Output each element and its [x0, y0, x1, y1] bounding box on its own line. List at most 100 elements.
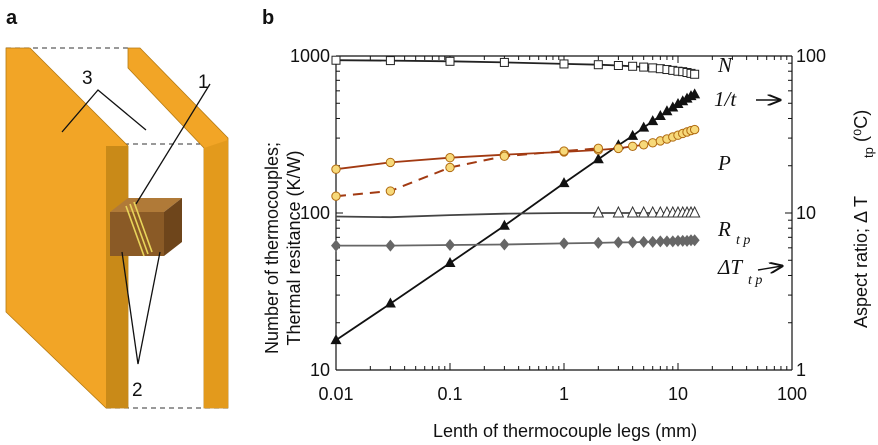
marker-circle	[638, 140, 649, 150]
marker-square	[690, 69, 700, 79]
series-label-R: R	[717, 217, 731, 241]
series-label-N: N	[717, 53, 733, 77]
marker-triangle	[627, 129, 639, 140]
marker-diamond	[385, 239, 396, 252]
leader-lines	[61, 83, 211, 365]
y-right-axis-title: Aspect ratio; Δ T tp (⁰C)	[851, 110, 876, 328]
marker-diamond	[689, 234, 700, 247]
marker-diamond	[613, 236, 624, 249]
right-plate-edge	[204, 140, 228, 408]
marker-circle	[613, 143, 624, 154]
marker-triangle	[654, 109, 666, 120]
marker-triangle	[330, 334, 342, 345]
x-tick-label: 10	[668, 384, 688, 404]
thermocouple-diagram: 1 2 3	[5, 47, 229, 409]
marker-triangle	[647, 115, 659, 126]
marker-triangle	[638, 121, 650, 132]
marker-open-triangle	[592, 205, 605, 218]
series-label-inv-t: 1/t	[714, 87, 737, 111]
marker-triangle	[558, 177, 570, 188]
y-left-tick-label: 10	[310, 360, 330, 380]
marker-square	[445, 56, 455, 66]
marker-open-triangle	[688, 205, 701, 218]
y-left-title-line1: Number of thermocouples;	[262, 142, 282, 354]
marker-circle	[331, 164, 341, 174]
marker-diamond	[499, 238, 510, 251]
block-side	[164, 198, 182, 256]
y-right-tick-label: 1	[796, 360, 806, 380]
marker-square	[628, 61, 638, 71]
marker-square	[648, 63, 658, 73]
marker-circle	[445, 162, 455, 173]
block-front	[110, 212, 164, 256]
y-left-tick-label: 100	[300, 203, 330, 223]
marker-diamond	[638, 235, 649, 248]
callout-1: 1	[198, 72, 209, 93]
series-label-dT: ΔT	[717, 255, 743, 279]
series-label-R-sub: t p	[736, 233, 750, 248]
y-left-axis-title: Number of thermocouples; Thermal resitan…	[262, 142, 304, 354]
chart-b: 0.01 0.1 1 10 100 10 100 1000 1 10 100 L…	[262, 46, 876, 441]
x-tick-label: 1	[559, 384, 569, 404]
marker-square	[331, 55, 341, 65]
marker-diamond	[593, 236, 604, 249]
y-right-tick-label: 100	[796, 46, 826, 66]
marker-diamond	[627, 236, 638, 249]
marker-triangle	[444, 257, 456, 268]
marker-open-triangle	[612, 205, 625, 218]
y-right-tick-label: 10	[796, 203, 816, 223]
marker-triangle	[677, 95, 689, 106]
marker-circle	[499, 151, 510, 161]
callout-3: 3	[82, 68, 93, 89]
left-plate-edge	[106, 146, 128, 408]
marker-square	[385, 56, 395, 66]
marker-circle	[648, 138, 658, 148]
series-label-P: P	[717, 151, 731, 175]
marker-circle	[559, 146, 569, 156]
marker-open-triangle	[646, 205, 659, 218]
marker-square	[499, 57, 509, 67]
marker-triangle	[498, 219, 510, 230]
y-right-title-main: Aspect ratio; Δ T	[851, 196, 871, 328]
marker-square	[613, 60, 623, 70]
y-right-title-sub: tp	[861, 147, 876, 158]
thermocouple-legs	[125, 201, 153, 257]
marker-circle	[385, 157, 396, 168]
marker-circle	[385, 186, 396, 196]
marker-square	[559, 59, 569, 69]
series-line-3	[335, 147, 599, 198]
x-axis-title: Lenth of thermocouple legs (mm)	[433, 421, 697, 441]
marker-diamond	[647, 235, 658, 248]
marker-triangle	[592, 153, 604, 164]
x-tick-label: 100	[777, 384, 807, 404]
panel-label-b: b	[262, 7, 274, 29]
marker-triangle	[667, 101, 679, 112]
marker-diamond	[559, 237, 569, 250]
marker-diamond	[445, 239, 455, 252]
x-tick-label: 0.01	[318, 384, 353, 404]
panel-label-a: a	[6, 7, 18, 29]
y-left-tick-label: 1000	[290, 46, 330, 66]
marker-square	[639, 62, 649, 72]
series-label-dT-sub: t p	[748, 273, 762, 288]
series-lines	[335, 59, 696, 341]
marker-circle	[331, 191, 341, 201]
marker-circle	[445, 153, 455, 163]
y-left-title-line2: Thermal resitance (K/W)	[284, 150, 304, 345]
marker-circle	[627, 141, 638, 151]
marker-diamond	[331, 239, 341, 252]
marker-circle	[593, 143, 604, 154]
callout-2: 2	[132, 380, 143, 401]
y-right-title-unit: (⁰C)	[851, 110, 871, 142]
marker-open-triangle	[626, 205, 639, 218]
block-top	[110, 198, 182, 212]
marker-diamond	[661, 235, 672, 248]
marker-square	[593, 60, 603, 70]
series-markers	[330, 55, 701, 345]
marker-triangle	[672, 97, 684, 108]
tick-marks	[335, 55, 793, 371]
marker-triangle	[661, 105, 673, 116]
marker-triangle	[689, 88, 701, 99]
marker-open-triangle	[637, 205, 650, 218]
